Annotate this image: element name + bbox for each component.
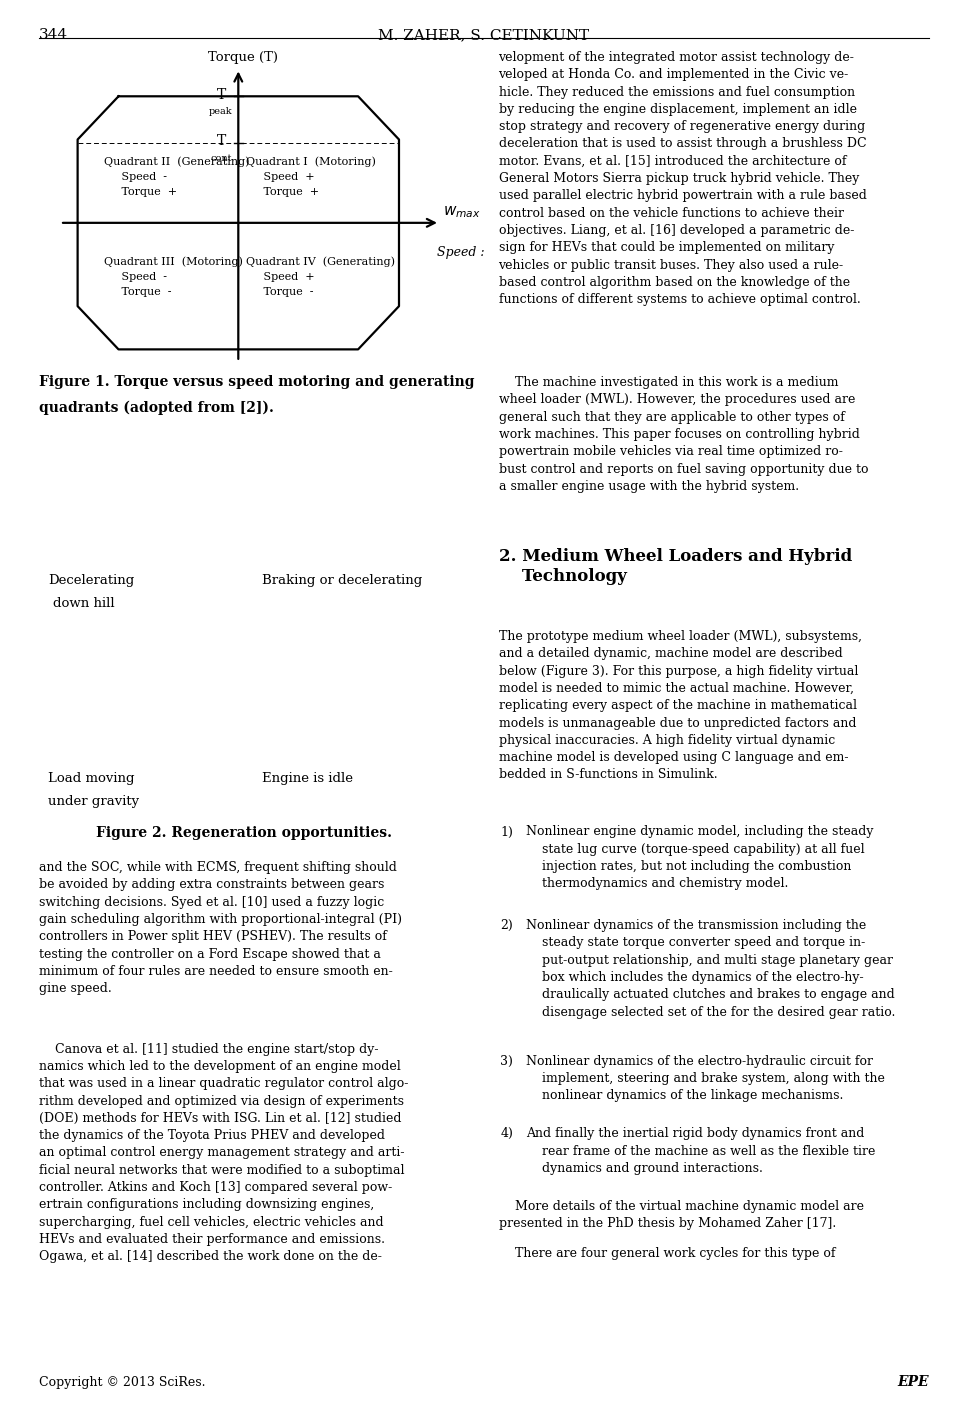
Text: Canova et al. [11] studied the engine start/stop dy-
namics which led to the dev: Canova et al. [11] studied the engine st… xyxy=(39,1042,408,1263)
Text: Figure 1. Torque versus speed motoring and generating: Figure 1. Torque versus speed motoring a… xyxy=(39,375,474,389)
Text: and the SOC, while with ECMS, frequent shifting should
be avoided by adding extr: and the SOC, while with ECMS, frequent s… xyxy=(39,861,402,995)
Text: EPE: EPE xyxy=(897,1374,929,1389)
Text: quadrants (adopted from [2]).: quadrants (adopted from [2]). xyxy=(39,400,274,414)
Text: Decelerating: Decelerating xyxy=(48,574,135,587)
Text: Quadrant II  (Generating)
     Speed  -
     Torque  +: Quadrant II (Generating) Speed - Torque … xyxy=(104,156,250,197)
Text: peak: peak xyxy=(209,107,232,116)
Text: Quadrant III  (Motoring)
     Speed  -
     Torque  -: Quadrant III (Motoring) Speed - Torque - xyxy=(104,256,243,297)
Text: 4): 4) xyxy=(500,1127,513,1140)
Text: Speed :: Speed : xyxy=(437,246,485,259)
Text: 344: 344 xyxy=(39,28,68,42)
Text: And finally the inertial rigid body dynamics front and
    rear frame of the mac: And finally the inertial rigid body dyna… xyxy=(526,1127,875,1175)
Text: 2. Medium Wheel Loaders and Hybrid
    Technology: 2. Medium Wheel Loaders and Hybrid Techn… xyxy=(499,549,852,585)
Text: T: T xyxy=(218,88,227,102)
Text: Torque (T): Torque (T) xyxy=(208,51,278,64)
Text: More details of the virtual machine dynamic model are
presented in the PhD thesi: More details of the virtual machine dyna… xyxy=(499,1200,863,1230)
Text: Load moving: Load moving xyxy=(48,772,135,785)
Text: Braking or decelerating: Braking or decelerating xyxy=(262,574,423,587)
Text: under gravity: under gravity xyxy=(48,795,139,807)
Text: There are four general work cycles for this type of: There are four general work cycles for t… xyxy=(499,1247,835,1260)
Text: The prototype medium wheel loader (MWL), subsystems,
and a detailed dynamic, mac: The prototype medium wheel loader (MWL),… xyxy=(499,631,862,782)
Text: down hill: down hill xyxy=(53,597,115,609)
Text: $w_{max}$: $w_{max}$ xyxy=(442,204,480,221)
Text: The machine investigated in this work is a medium
wheel loader (MWL). However, t: The machine investigated in this work is… xyxy=(499,376,868,493)
Text: velopment of the integrated motor assist technology de-
veloped at Honda Co. and: velopment of the integrated motor assist… xyxy=(499,51,866,305)
Text: 2): 2) xyxy=(500,919,513,932)
Text: 1): 1) xyxy=(500,826,513,839)
Text: Nonlinear dynamics of the electro-hydraulic circuit for
    implement, steering : Nonlinear dynamics of the electro-hydrau… xyxy=(526,1055,885,1102)
Text: Quadrant IV  (Generating)
     Speed  +
     Torque  -: Quadrant IV (Generating) Speed + Torque … xyxy=(246,256,395,297)
Text: 3): 3) xyxy=(500,1055,513,1068)
Text: Nonlinear dynamics of the transmission including the
    steady state torque con: Nonlinear dynamics of the transmission i… xyxy=(526,919,895,1018)
Text: T: T xyxy=(218,134,227,148)
Text: Engine is idle: Engine is idle xyxy=(262,772,353,785)
Text: M. ZAHER, S. CETINKUNT: M. ZAHER, S. CETINKUNT xyxy=(378,28,590,42)
Text: Quadrant I  (Motoring)
     Speed  +
     Torque  +: Quadrant I (Motoring) Speed + Torque + xyxy=(246,156,376,197)
Text: Figure 2. Regeneration opportunities.: Figure 2. Regeneration opportunities. xyxy=(97,826,392,840)
Text: Copyright © 2013 SciRes.: Copyright © 2013 SciRes. xyxy=(39,1376,205,1389)
Text: Nonlinear engine dynamic model, including the steady
    state lug curve (torque: Nonlinear engine dynamic model, includin… xyxy=(526,826,873,891)
Text: cont: cont xyxy=(211,154,232,163)
